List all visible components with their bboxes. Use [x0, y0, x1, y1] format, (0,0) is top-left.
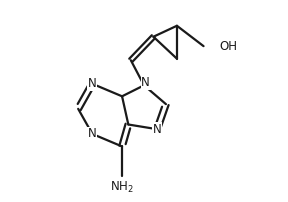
Text: OH: OH	[219, 40, 237, 53]
Text: N: N	[88, 127, 97, 140]
Text: NH$_2$: NH$_2$	[110, 180, 134, 195]
Text: N: N	[88, 77, 97, 90]
Text: N: N	[153, 123, 162, 136]
Text: N: N	[141, 76, 150, 89]
